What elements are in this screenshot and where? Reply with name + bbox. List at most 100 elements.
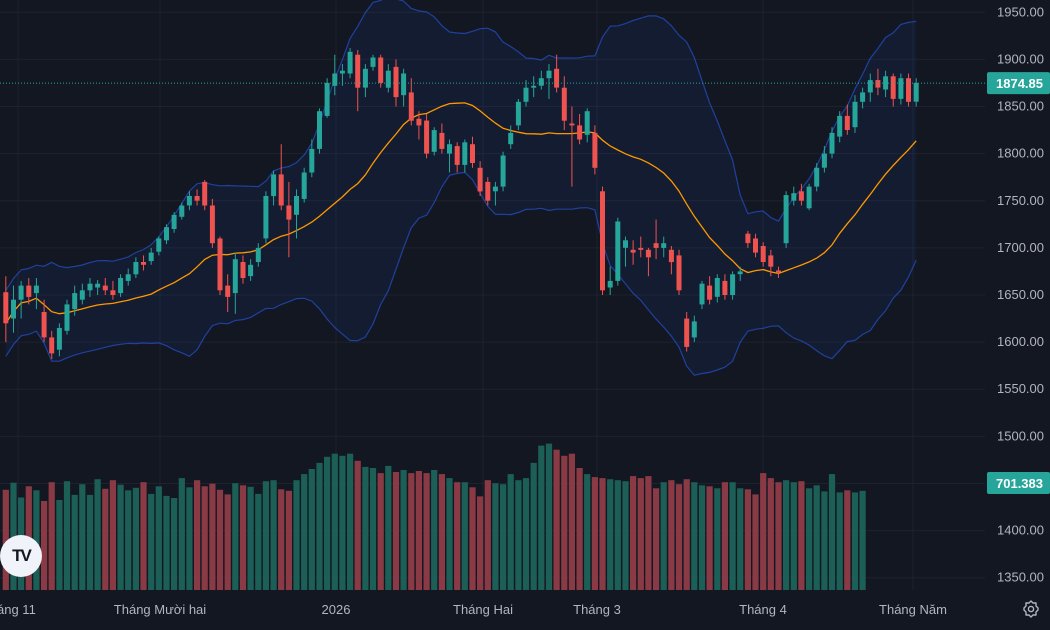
candle-body bbox=[730, 274, 736, 295]
candle-body bbox=[829, 132, 835, 154]
candle-body bbox=[408, 92, 414, 121]
candle-body bbox=[194, 196, 200, 201]
candle-body bbox=[95, 283, 101, 288]
candle-body bbox=[209, 205, 215, 244]
volume-bar bbox=[293, 480, 300, 590]
candle bbox=[638, 236, 644, 258]
candle bbox=[202, 180, 208, 211]
candle bbox=[508, 125, 514, 149]
candle bbox=[515, 99, 521, 131]
candle-body bbox=[477, 167, 483, 192]
candle-body bbox=[760, 246, 766, 262]
candle bbox=[286, 181, 292, 258]
price-tick-label: 1600.00 bbox=[997, 334, 1044, 349]
candle bbox=[661, 236, 667, 258]
candle bbox=[3, 276, 9, 343]
candle bbox=[72, 285, 78, 316]
bollinger-basis-line bbox=[5, 102, 917, 324]
price-tick-label: 1800.00 bbox=[997, 146, 1044, 161]
candle bbox=[355, 50, 361, 112]
volume-bar bbox=[347, 453, 354, 590]
candle bbox=[546, 64, 552, 99]
candle bbox=[41, 299, 47, 343]
candle bbox=[133, 257, 139, 278]
candle bbox=[768, 249, 774, 277]
candle bbox=[156, 236, 162, 256]
chart-settings-gear-icon[interactable] bbox=[1020, 598, 1042, 620]
time-axis[interactable]: áng 11 Tháng Mười hai 2026 Tháng Hai Tháng 3… bbox=[0, 602, 947, 617]
bollinger-upper-line bbox=[5, 0, 917, 291]
volume-bar bbox=[737, 488, 744, 590]
volume-bar bbox=[568, 453, 575, 590]
candle-body bbox=[806, 186, 812, 209]
candle-body bbox=[753, 238, 758, 253]
candle bbox=[806, 183, 812, 211]
candle bbox=[454, 142, 460, 173]
candle bbox=[569, 106, 575, 187]
bollinger-lower-line bbox=[5, 171, 917, 376]
volume-bar bbox=[706, 486, 713, 590]
volume-bar bbox=[431, 470, 438, 590]
volume-bar bbox=[522, 478, 530, 590]
candle-body bbox=[691, 321, 697, 338]
candle bbox=[906, 73, 911, 107]
candle-body bbox=[317, 111, 322, 149]
volume-bar bbox=[561, 455, 568, 590]
candle bbox=[837, 111, 843, 143]
volume-bar bbox=[247, 486, 254, 590]
candle-body bbox=[600, 191, 605, 291]
volume-bar bbox=[86, 494, 94, 590]
volume-bar bbox=[423, 473, 430, 590]
volume-bar bbox=[125, 490, 132, 590]
tradingview-logo-icon[interactable]: TV bbox=[0, 535, 42, 577]
volume-bar bbox=[783, 480, 790, 590]
volume-bar bbox=[377, 473, 384, 590]
candle-body bbox=[370, 57, 376, 67]
candle-body bbox=[171, 214, 177, 229]
volume-bar bbox=[484, 480, 491, 590]
volume-bar bbox=[239, 485, 247, 590]
volume-bar bbox=[859, 490, 866, 590]
volume-bar bbox=[851, 492, 859, 590]
candle-body bbox=[645, 249, 651, 258]
volume-bar bbox=[500, 484, 507, 590]
candle-body bbox=[668, 249, 674, 263]
candle-body bbox=[492, 186, 498, 192]
price-tick-label: 1900.00 bbox=[997, 51, 1044, 66]
candle bbox=[592, 125, 598, 175]
candle bbox=[470, 136, 475, 168]
candle bbox=[416, 111, 422, 140]
candle-body bbox=[79, 290, 85, 300]
candle bbox=[87, 278, 93, 297]
candle-body bbox=[569, 123, 575, 126]
candle-body bbox=[362, 68, 368, 88]
candle bbox=[829, 127, 835, 159]
volume-bar bbox=[148, 493, 155, 590]
candle-body bbox=[745, 233, 751, 244]
candle-body bbox=[584, 111, 590, 135]
candle-body bbox=[906, 78, 911, 102]
volume-bar bbox=[255, 493, 262, 590]
volume-bar bbox=[675, 484, 683, 590]
candle-body bbox=[179, 205, 185, 217]
time-tick-label: Tháng 4 bbox=[739, 602, 787, 617]
candle bbox=[707, 276, 713, 305]
volume-bar bbox=[584, 474, 591, 590]
volume-bar bbox=[591, 477, 598, 590]
candle bbox=[439, 123, 445, 154]
candle bbox=[18, 280, 24, 319]
candle-body bbox=[523, 87, 529, 102]
volume-bar bbox=[140, 482, 147, 590]
time-tick-label: Tháng 3 bbox=[573, 602, 621, 617]
price-tick-label: 1500.00 bbox=[997, 428, 1044, 443]
volume-bar bbox=[760, 473, 767, 590]
candle bbox=[79, 283, 85, 305]
candle-body bbox=[454, 146, 460, 165]
volume-bar bbox=[714, 488, 721, 590]
candle-body bbox=[347, 51, 353, 74]
volume-tag: 701.383 bbox=[987, 472, 1050, 495]
candle-body bbox=[776, 270, 781, 273]
volume-bar bbox=[790, 482, 797, 590]
volume-bar bbox=[530, 462, 537, 590]
